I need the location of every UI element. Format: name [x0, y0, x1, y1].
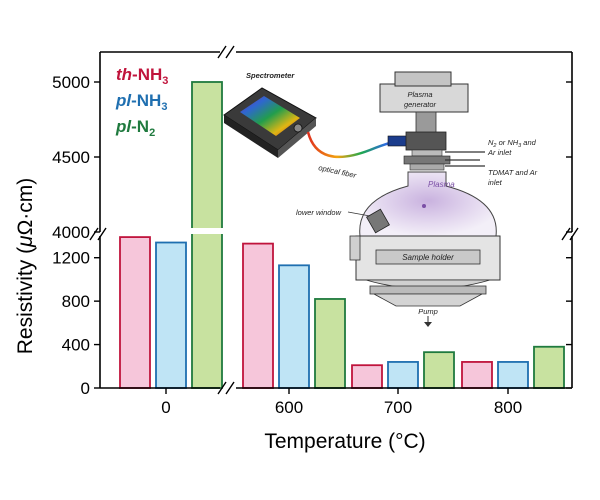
spectrometer-icon	[223, 87, 317, 158]
x-break-top-a	[217, 45, 227, 59]
plasma-generator-box	[379, 83, 469, 113]
spectrometer-label: Spectrometer	[246, 71, 295, 80]
inlet-2-label-1: TDMAT and Ar	[488, 168, 538, 177]
pump-label: Pump	[418, 307, 438, 316]
y-break-right-b	[569, 227, 579, 241]
y-tick-label-upper-0: 4000	[52, 223, 90, 242]
x-break-bottom-a	[217, 381, 227, 395]
bar-1-0	[155, 241, 187, 389]
bar-break-gap-2-0	[190, 228, 224, 234]
y-axis-label: Resistivity (μΩ·cm)	[14, 178, 37, 355]
inlet-2-label-2: inlet	[488, 178, 503, 187]
sample-holder-label: Sample holder	[402, 253, 454, 262]
inlet-1-label: N2 or NH3 and	[488, 138, 537, 149]
bar-1-1	[278, 264, 310, 389]
inlet-1-label-2: Ar inlet	[487, 148, 512, 157]
bar-2-1	[314, 298, 346, 389]
x-tick-label-1: 600	[275, 398, 303, 417]
sample-holder	[375, 249, 481, 265]
x-tick-label-0: 0	[161, 398, 170, 417]
x-tick-label-3: 800	[494, 398, 522, 417]
bar-2-0	[191, 81, 223, 389]
axes-layer: 0 400 800 1200 4000 4500 5000 0 600 700 800	[52, 45, 579, 417]
lower-window-label: lower window	[296, 208, 342, 217]
lower-window-icon	[366, 208, 390, 234]
bar-1-2	[387, 361, 419, 389]
bar-1-3	[497, 361, 529, 389]
bar-2-2	[423, 351, 455, 389]
pump-arrow-icon	[424, 322, 432, 327]
y-tick-label-upper-2: 5000	[52, 73, 90, 92]
y-break-right-a	[561, 227, 571, 241]
y-break-left-a	[89, 227, 99, 241]
y-tick-label-upper-1: 4500	[52, 148, 90, 167]
fiber-connector-icon	[387, 135, 409, 147]
bar-0-3	[461, 361, 493, 389]
plasma-generator-label-2: generator	[404, 100, 437, 109]
optical-fiber-label: optical fiber	[318, 163, 358, 180]
bar-0-1	[242, 242, 274, 389]
legend-entry-0: th-NH3	[116, 65, 168, 87]
x-tick-label-2: 700	[384, 398, 412, 417]
y-tick-label-lower-1: 400	[62, 336, 90, 355]
y-tick-label-lower-2: 800	[62, 292, 90, 311]
plasma-label: Plasma	[428, 180, 455, 189]
legend-entry-1: pl-NH3	[115, 91, 167, 113]
bar-0-2	[351, 364, 383, 389]
y-tick-label-lower-0: 0	[81, 379, 90, 398]
y-break-left-b	[97, 227, 107, 241]
y-tick-label-lower-3: 1200	[52, 249, 90, 268]
legend-entry-2: pl-N2	[115, 117, 155, 139]
legend: th-NH3 pl-NH3 pl-N2	[115, 65, 168, 139]
bar-0-0	[119, 236, 151, 389]
plasma-generator-label-1: Plasma	[407, 90, 432, 99]
pump-cone	[373, 293, 483, 307]
x-break-bottom-b	[225, 381, 235, 395]
x-break-top-b	[225, 45, 235, 59]
x-axis-label: Temperature (°C)	[264, 430, 425, 453]
bars-layer	[119, 81, 565, 389]
bar-2-3	[533, 345, 565, 389]
